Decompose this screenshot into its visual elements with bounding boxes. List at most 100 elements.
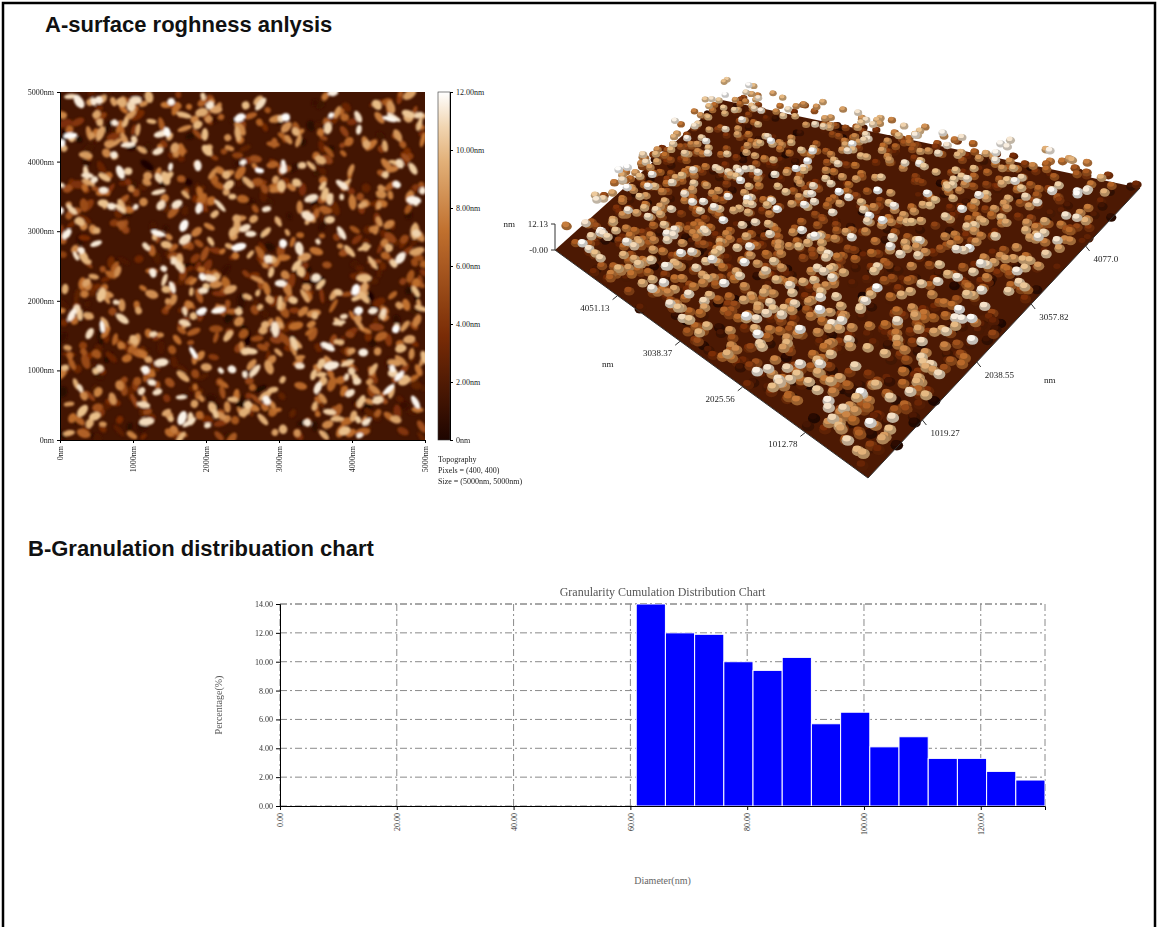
tick-label: 6.00nm	[456, 262, 481, 271]
grain-highlight	[1007, 136, 1013, 141]
grain-highlight	[647, 164, 653, 168]
grain-highlight	[694, 148, 699, 152]
grain-highlight	[755, 95, 760, 99]
grain-highlight	[1050, 173, 1056, 178]
grain-highlight	[830, 157, 836, 161]
grain-highlight	[901, 159, 907, 164]
grain-highlight	[703, 138, 708, 142]
axis-line	[57, 93, 61, 441]
grain-highlight	[792, 113, 797, 117]
grain-highlight	[1043, 160, 1049, 165]
grain-highlight	[1043, 165, 1049, 170]
grain-highlight	[746, 82, 751, 86]
grain-highlight	[706, 126, 711, 130]
grain-highlight	[702, 96, 707, 100]
grain-highlight	[720, 105, 725, 109]
grain-highlight	[992, 156, 998, 161]
grain-highlight	[717, 124, 722, 128]
grain-highlight	[777, 157, 782, 161]
grain-highlight	[1021, 160, 1027, 165]
grain-highlight	[788, 139, 793, 143]
tick-label: 0nm	[456, 436, 471, 445]
grain-highlight	[654, 158, 660, 162]
grain-highlight	[888, 117, 893, 121]
grain-highlight	[922, 124, 928, 128]
grain-highlight	[705, 114, 710, 118]
tick-label: 0nm	[56, 445, 65, 460]
grain-highlight	[778, 142, 783, 146]
grain-highlight	[969, 140, 975, 144]
grain-highlight	[737, 101, 742, 105]
grain-highlight	[878, 147, 884, 151]
grain-highlight	[892, 143, 898, 147]
grain-highlight	[858, 119, 863, 123]
tick: 1000nm	[28, 366, 60, 375]
grain-highlight	[852, 162, 858, 166]
grain-highlight	[764, 133, 769, 137]
tick-label: 2.00nm	[456, 378, 481, 387]
grain-highlight	[901, 123, 907, 127]
tick: 4000nm	[348, 440, 357, 472]
grain-highlight	[813, 140, 818, 144]
grain-highlight	[1083, 168, 1089, 173]
grain-highlight	[801, 101, 806, 105]
surface-3d	[555, 77, 1142, 478]
grain-highlight	[855, 109, 860, 113]
grain-highlight	[652, 151, 658, 155]
tick: 2.00nm	[450, 378, 481, 387]
grain-highlight	[668, 146, 673, 150]
tick: 8.00nm	[450, 204, 481, 213]
tick: 5000nm	[28, 88, 60, 97]
grain-highlight	[906, 135, 912, 139]
annotation: Topography	[438, 455, 477, 464]
grain-highlight	[827, 151, 833, 155]
grain-highlight	[780, 95, 785, 99]
grain-highlight	[842, 141, 848, 145]
grain-highlight	[839, 147, 845, 151]
grain-highlight	[1010, 164, 1016, 169]
grain-highlight	[745, 131, 750, 135]
grain-highlight	[1006, 157, 1012, 162]
grain-highlight	[863, 153, 869, 157]
grain-highlight	[697, 112, 702, 116]
grain-highlight	[840, 106, 845, 110]
grain-highlight	[691, 123, 696, 127]
grain-highlight	[723, 145, 728, 149]
colorbar	[438, 92, 450, 440]
grain-highlight	[1046, 147, 1052, 152]
grain-highlight	[751, 152, 757, 156]
grain-highlight	[824, 159, 830, 163]
grain-highlight	[843, 161, 849, 165]
grain-highlight	[681, 150, 687, 154]
grain-highlight	[664, 176, 670, 180]
grain-highlight	[767, 137, 772, 141]
tick: 10.00nm	[450, 146, 485, 155]
grain-highlight	[822, 115, 827, 119]
grain-highlight	[971, 148, 977, 152]
tick-label: 1000nm	[28, 366, 55, 375]
axis-line	[61, 441, 426, 444]
grain-highlight	[670, 141, 675, 145]
grain-highlight	[777, 145, 782, 149]
grain-highlight	[721, 79, 726, 83]
grain-highlight	[739, 116, 744, 120]
annotation: Pixels = (400, 400)	[438, 466, 500, 475]
grain-highlight	[722, 92, 727, 96]
grain-highlight	[702, 163, 708, 167]
tick: 0nm	[56, 440, 65, 460]
grain-highlight	[804, 157, 810, 161]
grain-highlight	[751, 105, 756, 109]
grain-highlight	[743, 149, 749, 153]
tick-label: 4000nm	[348, 445, 357, 472]
grain-highlight	[786, 150, 792, 154]
grain-highlight	[672, 117, 677, 121]
grain-highlight	[854, 124, 859, 128]
topography-image	[52, 86, 431, 446]
tick-label: 5000nm	[28, 88, 55, 97]
grain-highlight	[772, 115, 777, 119]
grain-highlight	[1059, 158, 1065, 163]
annotation: Size = (5000nm, 5000nm)	[438, 477, 522, 486]
grain-highlight	[678, 143, 683, 147]
grain-highlight	[662, 152, 667, 156]
tick: 3000nm	[275, 440, 284, 472]
